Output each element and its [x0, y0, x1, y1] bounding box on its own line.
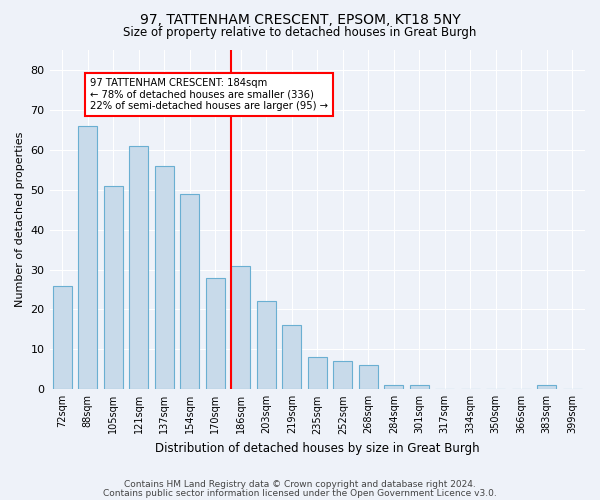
Bar [231, 266, 250, 390]
Y-axis label: Number of detached properties: Number of detached properties [15, 132, 25, 308]
Bar [537, 386, 556, 390]
Bar [180, 194, 199, 390]
Bar [359, 366, 378, 390]
Bar [78, 126, 97, 390]
Bar [53, 286, 72, 390]
Bar [206, 278, 225, 390]
Text: 97 TATTENHAM CRESCENT: 184sqm
← 78% of detached houses are smaller (336)
22% of : 97 TATTENHAM CRESCENT: 184sqm ← 78% of d… [91, 78, 328, 111]
Bar [257, 302, 276, 390]
Bar [282, 326, 301, 390]
Text: Contains HM Land Registry data © Crown copyright and database right 2024.: Contains HM Land Registry data © Crown c… [124, 480, 476, 489]
Bar [308, 358, 327, 390]
Bar [333, 362, 352, 390]
Bar [104, 186, 123, 390]
Bar [384, 386, 403, 390]
Bar [155, 166, 174, 390]
Text: 97, TATTENHAM CRESCENT, EPSOM, KT18 5NY: 97, TATTENHAM CRESCENT, EPSOM, KT18 5NY [140, 12, 460, 26]
Bar [129, 146, 148, 390]
Text: Size of property relative to detached houses in Great Burgh: Size of property relative to detached ho… [124, 26, 476, 39]
X-axis label: Distribution of detached houses by size in Great Burgh: Distribution of detached houses by size … [155, 442, 479, 455]
Bar [410, 386, 429, 390]
Text: Contains public sector information licensed under the Open Government Licence v3: Contains public sector information licen… [103, 489, 497, 498]
